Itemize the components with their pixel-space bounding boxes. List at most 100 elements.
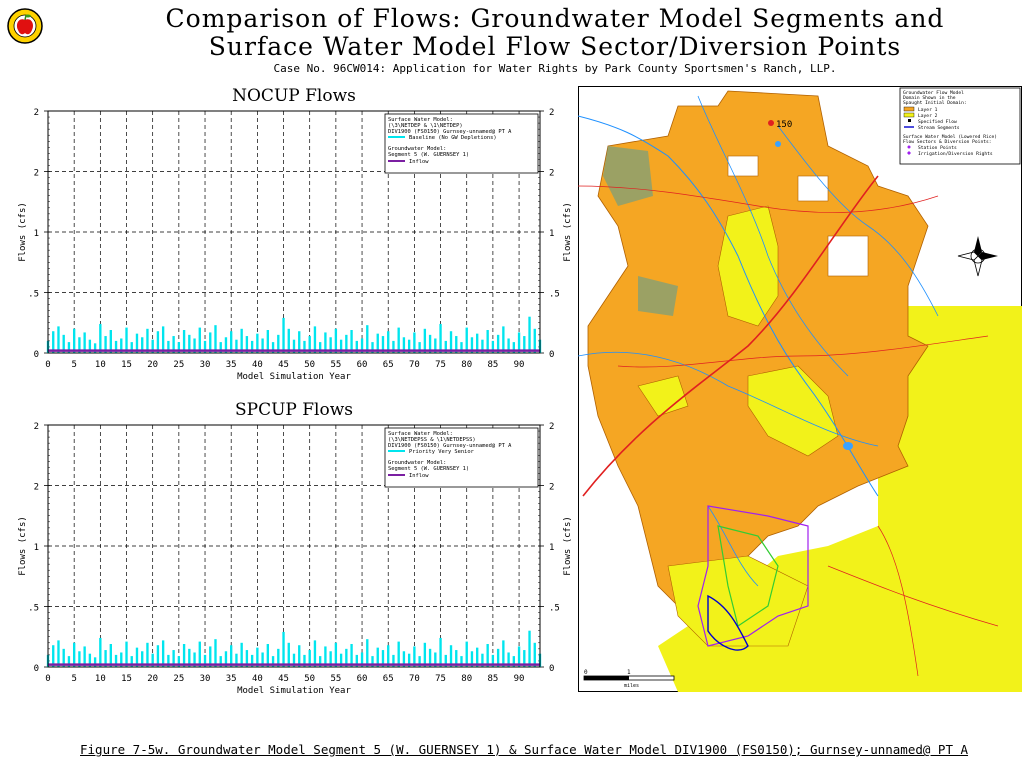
- bar-baseline: [282, 317, 285, 353]
- figure-caption: Figure 7-5w. Groundwater Model Segment 5…: [80, 742, 969, 757]
- y-tick-label-right: 0: [549, 664, 554, 674]
- bar-baseline: [172, 650, 175, 667]
- bar-baseline: [188, 648, 191, 667]
- title-line-2: Surface Water Model Flow Sector/Diversio…: [208, 32, 902, 61]
- map-layer2-center: [747, 365, 839, 457]
- bar-baseline: [366, 639, 369, 667]
- legend-surface-header: Surface Water Model:: [388, 117, 453, 123]
- bar-baseline: [230, 331, 233, 353]
- bar-baseline: [120, 338, 123, 353]
- bar-baseline: [146, 328, 149, 353]
- x-tick-label: 55: [330, 360, 341, 370]
- bar-baseline: [188, 334, 191, 353]
- map-road-3: [617, 335, 989, 368]
- bar-baseline: [355, 654, 358, 667]
- bar-baseline: [146, 642, 149, 667]
- bar-baseline: [182, 644, 186, 667]
- x-tick-label: 55: [330, 674, 341, 684]
- bar-baseline: [397, 327, 400, 353]
- bar-baseline: [455, 336, 458, 353]
- bar-baseline: [444, 340, 447, 353]
- bar-baseline: [52, 331, 55, 353]
- y-tick-label-left: 0: [34, 350, 39, 360]
- bar-baseline: [407, 339, 411, 353]
- bar-baseline: [193, 338, 196, 353]
- map-stream-4: [777, 125, 939, 317]
- bar-baseline: [266, 644, 270, 667]
- bar-baseline: [418, 342, 421, 353]
- bar-baseline: [135, 333, 139, 353]
- x-tick-label: 35: [226, 360, 237, 370]
- title-line-3: Case No. 96CW014: Application for Water …: [273, 62, 837, 75]
- legend-gw-header: Groundwater Model:: [388, 460, 446, 466]
- bar-baseline: [339, 653, 343, 667]
- bar-baseline: [308, 336, 311, 353]
- y-axis-label-left: Flows (cfs): [18, 202, 28, 262]
- bar-baseline: [161, 640, 165, 667]
- bar-baseline: [193, 652, 196, 667]
- x-tick-label: 50: [304, 360, 315, 370]
- x-tick-label: 65: [383, 674, 394, 684]
- bar-baseline: [533, 328, 536, 353]
- map-scale-1: 1: [627, 669, 631, 676]
- bar-baseline: [230, 645, 233, 667]
- x-tick-label: 70: [409, 360, 420, 370]
- bar-baseline: [371, 342, 374, 353]
- map-legend: Groundwater Flow Model Domain Shown in t…: [899, 87, 1021, 165]
- bar-baseline: [261, 338, 264, 353]
- bar-baseline: [423, 642, 427, 667]
- bar-baseline: [376, 647, 379, 667]
- bar-baseline: [413, 332, 416, 353]
- y-tick-label-left: 0: [34, 664, 39, 674]
- y-tick-label-left: 1: [34, 229, 39, 239]
- bar-baseline: [303, 340, 306, 353]
- bar-baseline: [198, 327, 201, 353]
- x-tick-label: 70: [409, 674, 420, 684]
- bar-baseline: [198, 641, 201, 667]
- map-panel: 150 Groundwater Flow Model Domain Shown …: [577, 86, 1022, 692]
- bar-baseline: [52, 645, 55, 667]
- map-flow-sector-green: [717, 525, 779, 627]
- map-stream-3: [577, 351, 879, 447]
- legend-surface-node: DIV1900 (FS0150) Gurnsey-unnamed@ PT A: [388, 443, 512, 449]
- map-road-4: [827, 565, 999, 627]
- bar-baseline: [434, 652, 437, 667]
- bar-baseline: [292, 653, 296, 667]
- y-tick-label-right: 2: [549, 108, 554, 118]
- bar-baseline: [476, 647, 479, 667]
- y-tick-label-left: .5: [28, 604, 39, 614]
- x-tick-label: 90: [514, 674, 525, 684]
- y-tick-label-right: .5: [549, 604, 560, 614]
- bar-baseline: [177, 342, 181, 353]
- y-tick-label-right: 2: [549, 422, 554, 432]
- bar-baseline: [334, 642, 338, 667]
- map-legend-header1: Groundwater Flow Model: [903, 90, 964, 96]
- bar-baseline: [313, 640, 317, 667]
- map-legend-header3: Spaught Initial Domain:: [903, 100, 967, 106]
- y-tick-label-left: 2: [34, 483, 39, 493]
- legend-gw-series: Inflow: [409, 473, 429, 479]
- y-tick-label-right: 1: [549, 229, 554, 239]
- bar-baseline: [83, 646, 86, 667]
- map-road-main: [582, 175, 879, 497]
- bar-baseline: [324, 332, 327, 353]
- map-legend-stream: Stream Segments: [918, 125, 960, 131]
- y-tick-label-right: 0: [549, 350, 554, 360]
- y-tick-label-left: 2: [34, 169, 39, 179]
- bar-baseline: [329, 337, 332, 353]
- x-tick-label: 30: [200, 674, 211, 684]
- bar-baseline: [104, 336, 107, 353]
- y-tick-label-left: 2: [34, 108, 39, 118]
- bar-baseline: [99, 323, 102, 353]
- bar-baseline: [271, 342, 275, 353]
- x-tick-label: 10: [95, 674, 106, 684]
- legend-box: [384, 427, 539, 488]
- bar-baseline: [214, 639, 217, 667]
- bar-baseline: [203, 340, 207, 353]
- map-road-2: [577, 185, 939, 213]
- chart-title: NOCUP Flows: [232, 86, 356, 106]
- bar-baseline: [486, 330, 489, 353]
- map-hatched-area: [603, 146, 653, 206]
- bar-baseline: [523, 650, 526, 667]
